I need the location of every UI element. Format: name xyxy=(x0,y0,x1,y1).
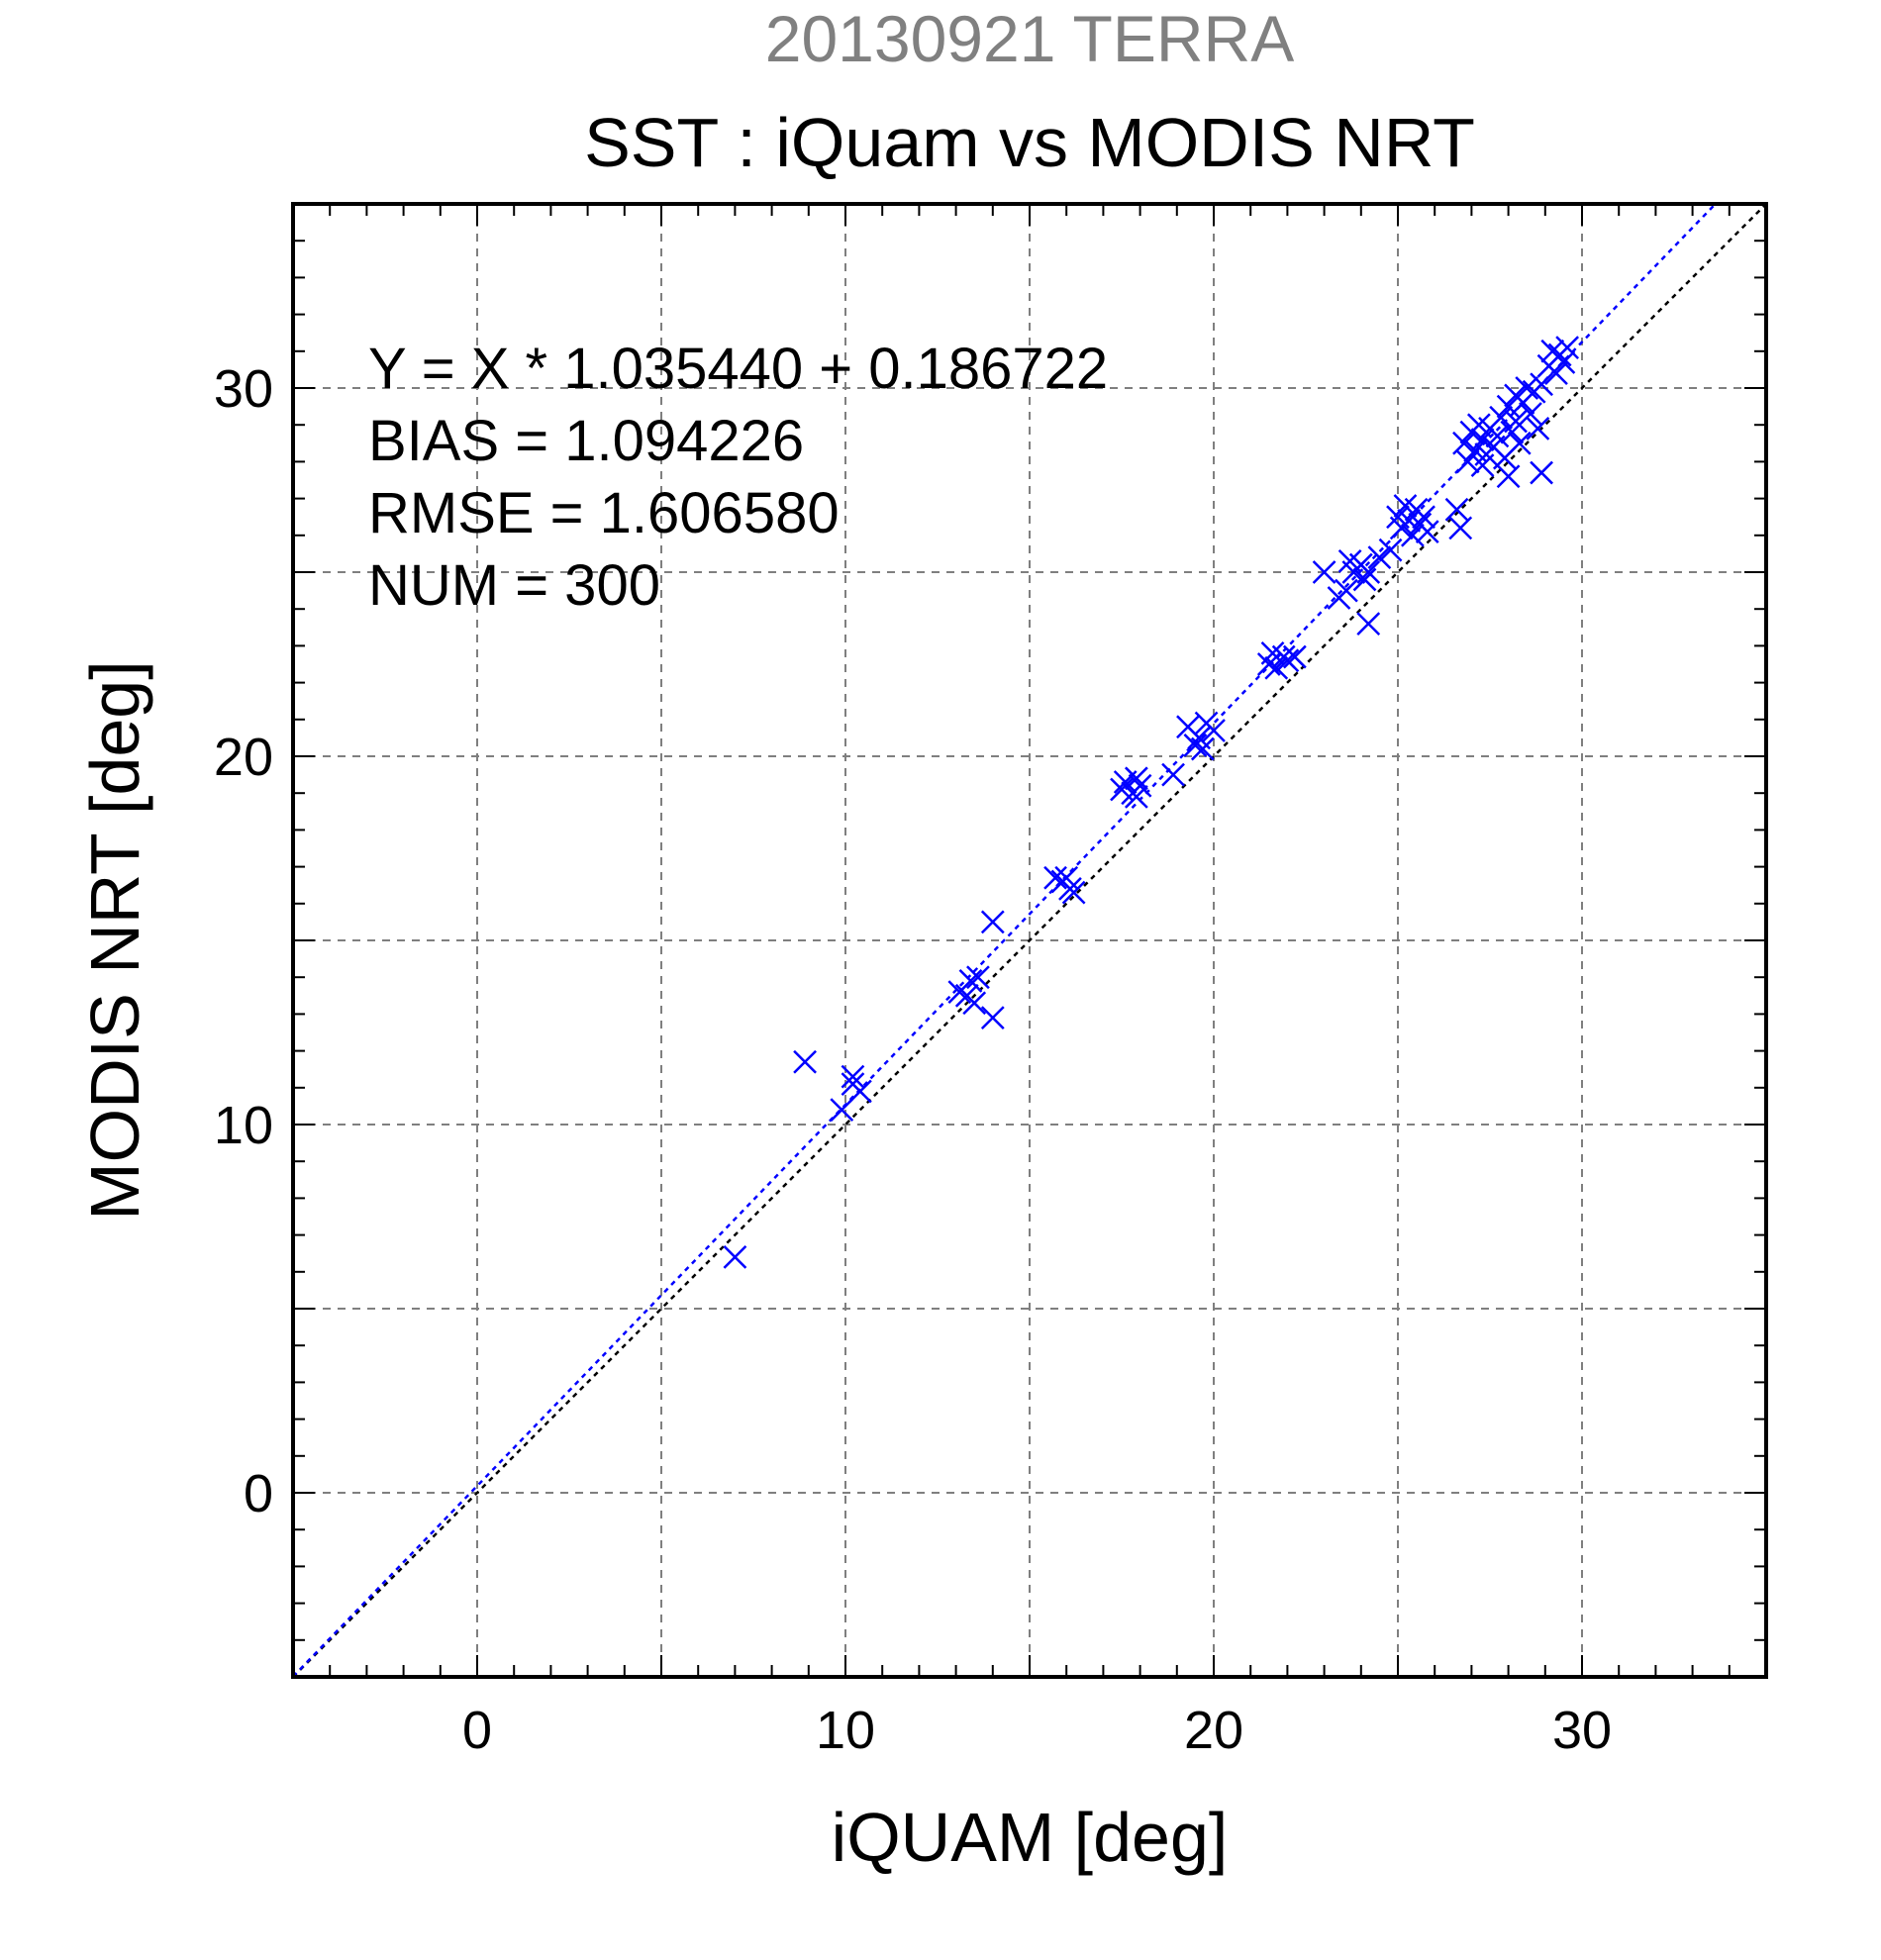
data-point xyxy=(1378,538,1403,562)
tick-labels: 0 10 20 30 0 10 20 30 xyxy=(214,359,1612,1760)
data-point xyxy=(1544,361,1568,386)
y-tick-label: 10 xyxy=(214,1096,273,1155)
data-point xyxy=(966,965,990,990)
data-point xyxy=(1124,766,1148,791)
grid xyxy=(293,204,1766,1677)
stats-line: BIAS = 1.094226 xyxy=(368,409,804,473)
data-point xyxy=(1312,560,1336,584)
data-point xyxy=(1551,350,1576,374)
data-point xyxy=(1496,464,1521,489)
data-point xyxy=(830,1098,854,1123)
data-point xyxy=(1335,578,1358,603)
data-point xyxy=(980,1006,1005,1030)
data-point xyxy=(1452,431,1476,455)
data-point xyxy=(980,910,1005,934)
data-point xyxy=(1352,567,1377,592)
data-point xyxy=(1282,644,1307,669)
data-point xyxy=(1356,612,1381,636)
data-point xyxy=(1264,655,1289,680)
data-point xyxy=(1356,560,1381,584)
data-point xyxy=(847,1079,872,1104)
x-tick-label: 10 xyxy=(816,1701,875,1760)
chart-title: SST : iQuam vs MODIS NRT xyxy=(584,104,1475,181)
y-tick-label: 30 xyxy=(214,359,273,419)
data-point xyxy=(793,1049,817,1074)
data-point xyxy=(1507,431,1532,455)
data-point xyxy=(1555,336,1580,359)
stats-line: Y = X * 1.035440 + 0.186722 xyxy=(368,337,1108,401)
data-point xyxy=(1412,505,1436,530)
stats-line: NUM = 300 xyxy=(368,553,660,618)
data-point xyxy=(1448,516,1473,540)
chart-suptitle: 20130921 TERRA xyxy=(765,2,1294,75)
x-axis-label: iQUAM [deg] xyxy=(832,1799,1229,1876)
plot-frame xyxy=(291,202,1768,1679)
data-point xyxy=(1455,449,1480,474)
data-point xyxy=(1400,523,1425,547)
data-point xyxy=(1043,865,1067,890)
data-point xyxy=(1367,545,1392,570)
data-point xyxy=(1128,773,1152,798)
data-point xyxy=(1496,394,1521,419)
y-axis-label: MODIS NRT [deg] xyxy=(76,660,153,1220)
data-point xyxy=(1202,719,1226,742)
data-point xyxy=(1504,409,1528,434)
x-tick-label: 0 xyxy=(462,1701,492,1760)
data-point xyxy=(1519,402,1542,426)
data-point xyxy=(1183,733,1208,757)
stats-line: RMSE = 1.606580 xyxy=(368,481,840,545)
data-point xyxy=(962,991,987,1016)
y-tick-label: 20 xyxy=(214,728,273,787)
y-tick-label: 0 xyxy=(244,1464,273,1523)
reference-lines xyxy=(292,203,1767,1678)
data-point xyxy=(1489,405,1514,430)
regression-line xyxy=(292,203,1717,1678)
data-point xyxy=(1530,372,1553,397)
data-point xyxy=(1515,376,1539,400)
data-point xyxy=(1530,460,1553,485)
data-point xyxy=(1526,417,1550,441)
data-points xyxy=(723,336,1580,1269)
data-point xyxy=(1415,520,1439,543)
x-tick-label: 30 xyxy=(1552,1701,1612,1760)
identity-line xyxy=(292,203,1767,1678)
data-point xyxy=(1061,880,1086,905)
data-point xyxy=(1190,736,1215,761)
data-point xyxy=(1470,428,1495,451)
x-tick-label: 20 xyxy=(1184,1701,1243,1760)
data-point xyxy=(1275,648,1300,673)
data-point xyxy=(1161,762,1185,787)
stats-annotation: Y = X * 1.035440 + 0.186722 BIAS = 1.0942… xyxy=(368,337,1108,618)
data-point xyxy=(723,1245,747,1269)
data-point xyxy=(958,969,983,993)
data-point xyxy=(841,1064,865,1089)
data-point xyxy=(1444,497,1469,522)
data-point xyxy=(1485,424,1510,448)
